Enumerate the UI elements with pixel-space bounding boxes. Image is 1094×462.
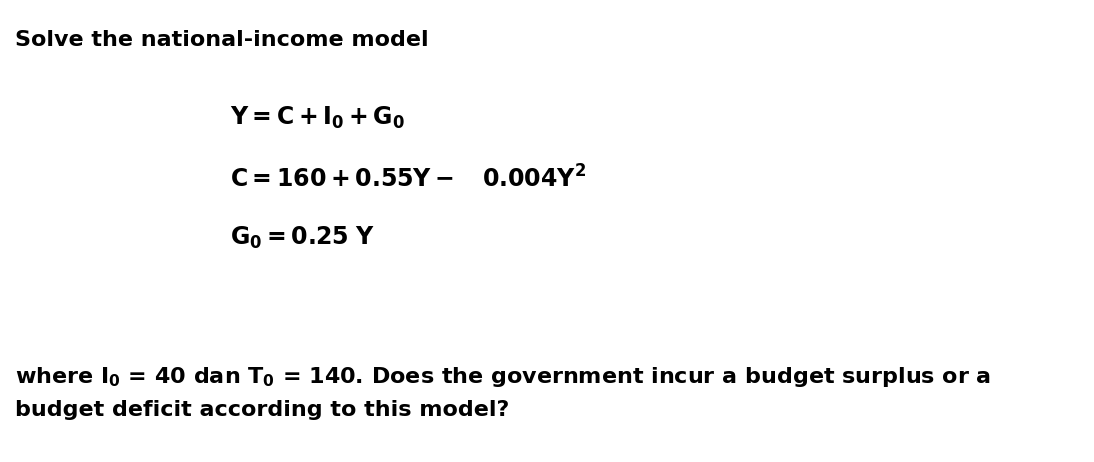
Text: $\mathbf{Y = C + I_0 + G_0}$: $\mathbf{Y = C + I_0 + G_0}$ bbox=[230, 105, 405, 131]
Text: $\mathbf{G_0 = 0.25\ Y}$: $\mathbf{G_0 = 0.25\ Y}$ bbox=[230, 225, 375, 251]
Text: where $\mathbf{I_0}$ = 40 dan $\mathbf{T_0}$ = 140. Does the government incur a : where $\mathbf{I_0}$ = 40 dan $\mathbf{T… bbox=[15, 365, 991, 389]
Text: $\mathbf{C = 160 + 0.55Y -\ \ \ 0.004Y^2}$: $\mathbf{C = 160 + 0.55Y -\ \ \ 0.004Y^2… bbox=[230, 165, 586, 192]
Text: budget deficit according to this model?: budget deficit according to this model? bbox=[15, 400, 510, 420]
Text: Solve the national-income model: Solve the national-income model bbox=[15, 30, 429, 50]
